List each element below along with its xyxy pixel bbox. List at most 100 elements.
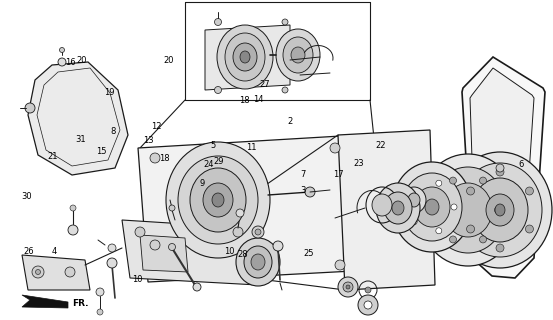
Ellipse shape [402, 173, 462, 241]
Text: 23: 23 [353, 159, 364, 168]
Circle shape [450, 236, 456, 243]
Circle shape [496, 168, 504, 176]
Ellipse shape [244, 246, 272, 278]
Ellipse shape [283, 37, 313, 73]
Text: 29: 29 [213, 157, 223, 166]
Polygon shape [470, 68, 534, 266]
Circle shape [96, 288, 104, 296]
Circle shape [70, 205, 76, 211]
Circle shape [58, 58, 66, 66]
Ellipse shape [212, 193, 224, 207]
Polygon shape [22, 255, 90, 290]
Circle shape [305, 187, 315, 197]
Ellipse shape [392, 201, 404, 215]
Text: 20: 20 [77, 56, 87, 65]
Ellipse shape [458, 163, 542, 257]
Text: 10: 10 [132, 276, 142, 284]
Ellipse shape [372, 194, 392, 216]
Text: 30: 30 [21, 192, 32, 201]
Circle shape [343, 282, 353, 292]
Circle shape [150, 153, 160, 163]
Circle shape [107, 258, 117, 268]
Text: 21: 21 [48, 152, 58, 161]
Text: 13: 13 [143, 136, 154, 145]
Circle shape [494, 206, 502, 213]
Ellipse shape [430, 167, 506, 253]
Circle shape [108, 244, 116, 252]
Ellipse shape [448, 152, 552, 268]
Ellipse shape [414, 187, 450, 227]
Polygon shape [28, 62, 128, 175]
Ellipse shape [402, 187, 426, 213]
Ellipse shape [418, 154, 518, 266]
Polygon shape [338, 130, 435, 290]
Circle shape [436, 228, 442, 234]
Circle shape [150, 240, 160, 250]
Circle shape [273, 241, 283, 251]
Circle shape [97, 309, 103, 315]
Text: 4: 4 [51, 247, 57, 256]
Ellipse shape [425, 199, 439, 215]
Text: 22: 22 [375, 141, 385, 150]
Circle shape [68, 225, 78, 235]
Ellipse shape [392, 162, 472, 252]
Polygon shape [205, 25, 290, 90]
Circle shape [35, 269, 40, 275]
Text: 2: 2 [288, 117, 293, 126]
Ellipse shape [240, 51, 250, 63]
Ellipse shape [190, 168, 246, 232]
Ellipse shape [178, 156, 258, 244]
Text: 27: 27 [259, 80, 270, 89]
Text: 7: 7 [300, 170, 306, 179]
Circle shape [282, 87, 288, 93]
Circle shape [169, 244, 175, 251]
Text: 3: 3 [300, 186, 306, 195]
Text: 17: 17 [333, 170, 344, 179]
Ellipse shape [486, 194, 514, 226]
Circle shape [282, 19, 288, 25]
Circle shape [525, 187, 534, 195]
Ellipse shape [233, 43, 257, 71]
Text: 31: 31 [75, 135, 86, 144]
Text: 20: 20 [164, 56, 174, 65]
Circle shape [335, 260, 345, 270]
Circle shape [496, 164, 504, 172]
Text: 25: 25 [304, 249, 314, 258]
Circle shape [236, 209, 244, 217]
Circle shape [525, 225, 534, 233]
Circle shape [450, 177, 456, 184]
Ellipse shape [495, 204, 505, 216]
Ellipse shape [384, 192, 412, 224]
Text: 26: 26 [23, 247, 34, 256]
Text: 8: 8 [111, 127, 116, 136]
Ellipse shape [376, 183, 420, 233]
Ellipse shape [291, 47, 305, 63]
Circle shape [358, 295, 378, 315]
Circle shape [496, 244, 504, 252]
Text: 28: 28 [237, 250, 248, 259]
Polygon shape [462, 57, 545, 278]
Circle shape [169, 205, 175, 211]
Ellipse shape [166, 142, 270, 258]
Ellipse shape [251, 254, 265, 270]
Ellipse shape [225, 33, 265, 81]
Text: 9: 9 [199, 180, 205, 188]
Circle shape [330, 143, 340, 153]
Ellipse shape [472, 178, 528, 242]
Circle shape [252, 226, 264, 238]
Text: 15: 15 [96, 148, 106, 156]
Text: 16: 16 [65, 58, 76, 67]
Circle shape [479, 236, 487, 243]
Circle shape [338, 277, 358, 297]
Circle shape [479, 177, 487, 184]
Circle shape [346, 285, 350, 289]
Circle shape [65, 267, 75, 277]
Circle shape [364, 301, 372, 309]
Polygon shape [122, 220, 258, 285]
Polygon shape [140, 235, 188, 272]
Circle shape [436, 180, 442, 186]
Circle shape [25, 103, 35, 113]
Circle shape [411, 219, 417, 225]
Ellipse shape [236, 238, 280, 286]
Circle shape [135, 227, 145, 237]
